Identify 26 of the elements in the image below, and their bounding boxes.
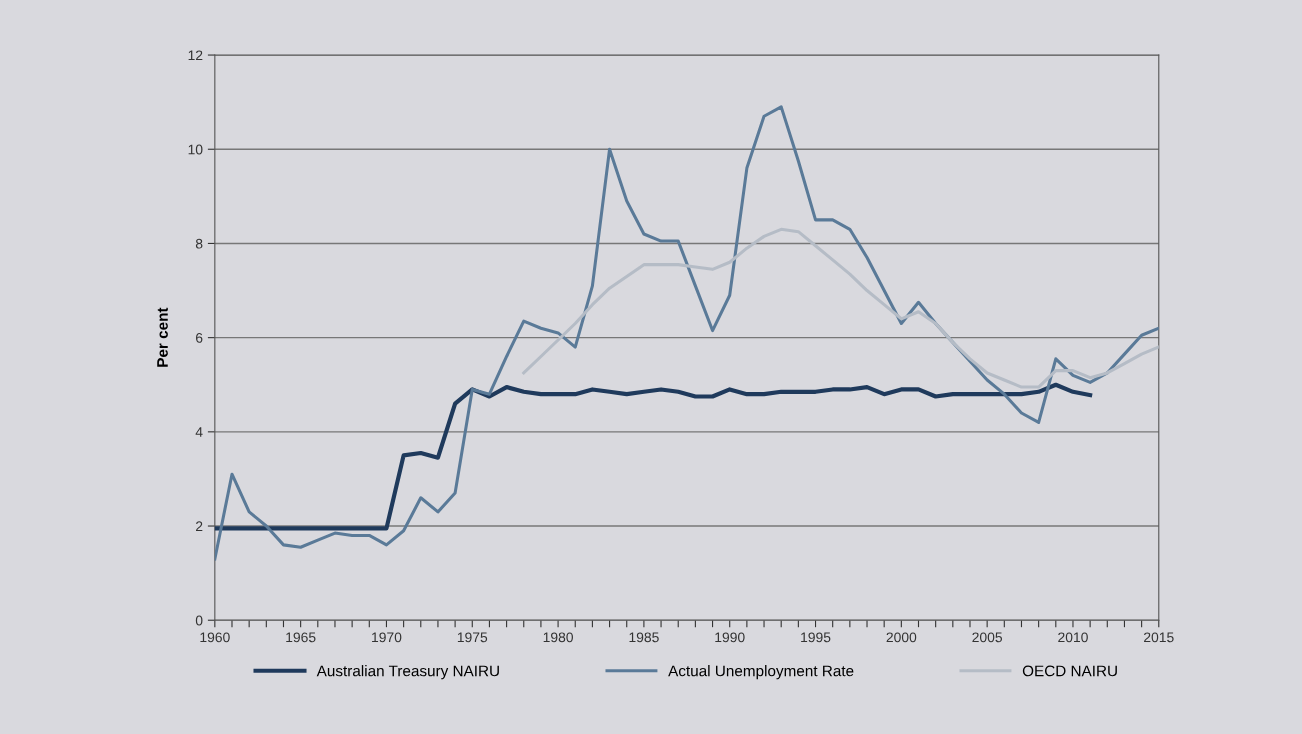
y-tick-label: 6 — [196, 332, 203, 343]
line-series — [214, 105, 1159, 561]
y-tick-label: 8 — [195, 238, 203, 249]
x-tick-label: 2015 — [1144, 632, 1174, 643]
y-tick-label: 10 — [188, 144, 203, 155]
y-tick-label: 12 — [188, 50, 203, 61]
y-axis-title: Per cent — [157, 307, 168, 367]
y-tick-label: 0 — [195, 615, 203, 626]
legend-label: Actual Unemployment Rate — [668, 665, 854, 680]
x-tick-label: 1990 — [715, 632, 745, 643]
x-tick-label: 1975 — [457, 632, 488, 643]
line-series — [214, 382, 1093, 531]
x-tick-label: 2010 — [1058, 632, 1088, 643]
x-tick-label: 1960 — [200, 632, 230, 643]
x-tick-label: 2000 — [886, 632, 917, 643]
x-tick-label: 2005 — [972, 632, 1003, 643]
line-series — [522, 227, 1159, 389]
legend-label: Australian Treasury NAIRU — [316, 665, 499, 680]
x-tick-label: 1980 — [543, 632, 573, 643]
x-tick-label: 1970 — [372, 632, 402, 643]
x-tick-label: 1965 — [286, 632, 316, 643]
y-tick-label: 4 — [195, 427, 203, 437]
y-tick-label: 2 — [196, 521, 203, 532]
legend-label: OECD NAIRU — [1022, 665, 1117, 677]
x-tick-label: 1985 — [629, 632, 659, 643]
x-tick-label: 1995 — [801, 632, 831, 643]
